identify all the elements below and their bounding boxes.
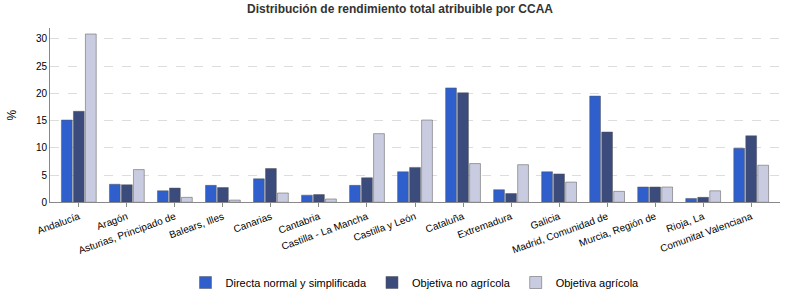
- svg-text:Madrid, Comunidad de: Madrid, Comunidad de: [511, 210, 610, 255]
- svg-text:%: %: [5, 109, 19, 120]
- svg-text:25: 25: [36, 61, 48, 72]
- svg-text:Cataluña: Cataluña: [424, 210, 466, 234]
- svg-text:Aragón: Aragón: [95, 210, 129, 231]
- svg-text:Directa normal y simplificada: Directa normal y simplificada: [226, 277, 367, 289]
- svg-text:Distribución de rendimiento to: Distribución de rendimiento total atribu…: [247, 2, 553, 16]
- svg-text:Cantabria: Cantabria: [277, 210, 322, 235]
- svg-text:Andalucía: Andalucía: [36, 210, 82, 236]
- svg-text:Balears, Illes: Balears, Illes: [168, 210, 226, 240]
- svg-text:0: 0: [41, 197, 47, 208]
- svg-text:Asturias, Principado de: Asturias, Principado de: [77, 210, 178, 256]
- svg-text:Castilla y León: Castilla y León: [352, 210, 417, 243]
- svg-text:Extremadura: Extremadura: [456, 210, 514, 240]
- svg-text:Objetiva no agrícola: Objetiva no agrícola: [412, 277, 511, 289]
- svg-text:10: 10: [36, 142, 48, 153]
- svg-text:15: 15: [36, 115, 48, 126]
- svg-text:Canarias: Canarias: [232, 210, 273, 234]
- svg-text:Galicia: Galicia: [529, 210, 562, 231]
- svg-text:20: 20: [36, 88, 48, 99]
- svg-text:5: 5: [41, 170, 47, 181]
- svg-text:Castilla - La Mancha: Castilla - La Mancha: [280, 210, 370, 252]
- svg-text:Comunitat Valenciana: Comunitat Valenciana: [659, 210, 754, 254]
- svg-text:Objetiva agrícola: Objetiva agrícola: [556, 277, 639, 289]
- svg-text:30: 30: [36, 33, 48, 44]
- svg-text:Murcia, Región de: Murcia, Región de: [578, 210, 658, 248]
- svg-text:Rioja, La: Rioja, La: [665, 210, 706, 234]
